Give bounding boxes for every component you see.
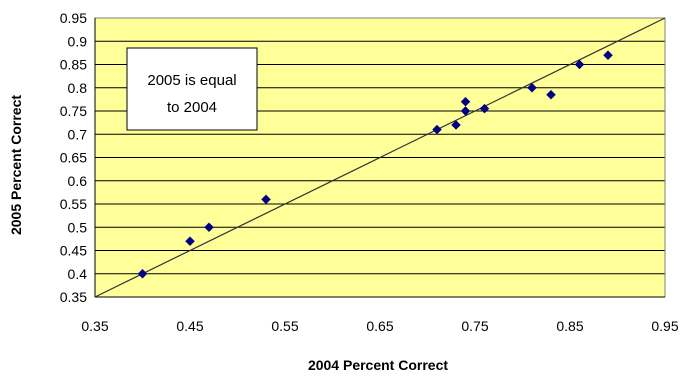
y-tick-label: 0.5 [68, 219, 88, 235]
y-tick-label: 0.4 [68, 266, 88, 282]
x-tick-label: 0.95 [651, 318, 678, 334]
data-point [527, 82, 537, 93]
tick-label-layer: 0.35 0.4 0.45 0.5 0.55 0.6 0.65 0.7 0.75 0.8 0.85 0… [60, 10, 679, 334]
y-tick-label: 0.8 [68, 80, 88, 96]
data-point [546, 89, 556, 100]
points-layer [137, 50, 613, 279]
y-tick-label: 0.55 [60, 196, 87, 212]
annotation-box: 2005 is equal to 2004 [126, 47, 258, 131]
data-point [451, 120, 461, 130]
annotation-rect [126, 47, 258, 131]
data-point [432, 124, 442, 135]
data-point [603, 50, 613, 61]
y-tick-label: 0.35 [60, 289, 87, 305]
data-point [479, 103, 490, 114]
x-tick-label: 0.85 [556, 318, 583, 334]
reference-line-layer [94, 17, 666, 298]
x-axis-label: 2004 Percent Correct [308, 357, 448, 373]
y-tick-label: 0.7 [68, 126, 88, 142]
x-tick-label: 0.75 [461, 318, 488, 334]
annotation-line-1: 2005 is equal [147, 72, 236, 89]
data-point [460, 106, 471, 116]
data-point [204, 222, 214, 233]
equality-line [94, 17, 666, 298]
x-tick-label: 0.35 [81, 318, 108, 334]
y-tick-label: 0.95 [60, 10, 87, 26]
y-tick-label: 0.45 [60, 243, 87, 259]
y-tick-label: 0.9 [68, 33, 88, 49]
x-tick-label: 0.55 [271, 318, 298, 334]
y-tick-label: 0.65 [60, 150, 87, 166]
x-tick-label: 0.45 [176, 318, 203, 334]
data-point [137, 268, 148, 279]
annotation-line-2: to 2004 [167, 99, 217, 116]
data-point [261, 194, 271, 205]
x-tick-label: 0.65 [366, 318, 393, 334]
y-tick-label: 0.75 [60, 103, 87, 119]
y-axis-label: 2005 Percent Correct [8, 95, 24, 235]
y-tick-label: 0.6 [68, 173, 88, 189]
y-tick-label: 0.85 [60, 57, 87, 73]
data-point [185, 236, 195, 247]
data-point [574, 59, 585, 70]
